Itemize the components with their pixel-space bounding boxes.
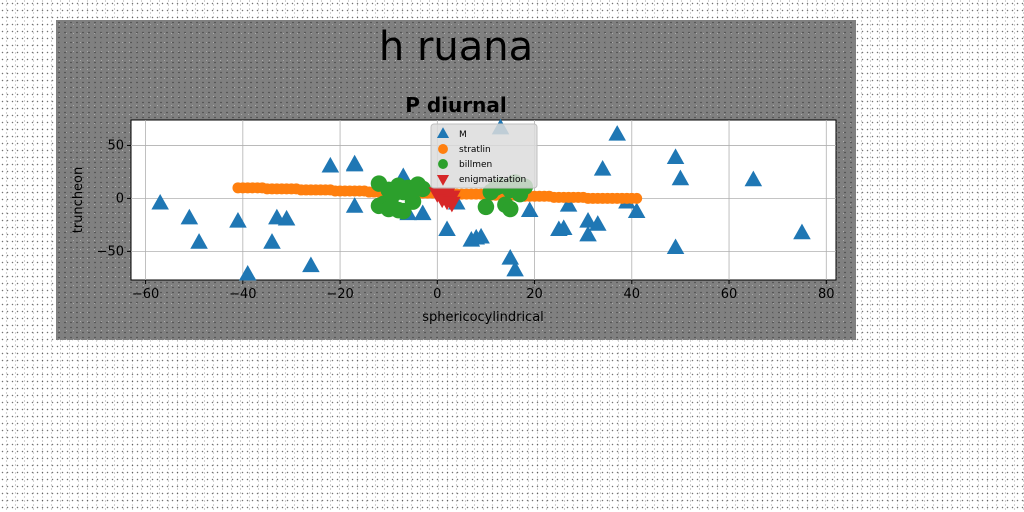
data-point — [666, 238, 685, 255]
legend-box — [430, 123, 538, 189]
data-point — [501, 249, 520, 265]
data-point — [627, 202, 646, 219]
data-point — [321, 156, 340, 173]
data-point — [345, 197, 364, 213]
data-point — [559, 196, 578, 212]
legend-label: stratlin — [459, 145, 491, 155]
x-tick-label: −20 — [326, 287, 353, 302]
axes-title: P diurnal — [405, 93, 506, 117]
data-point — [579, 211, 597, 228]
data-point — [180, 208, 199, 225]
data-point — [520, 201, 539, 217]
legend-label: billmen — [459, 160, 492, 170]
x-tick-label: 80 — [818, 287, 835, 302]
data-point — [671, 169, 690, 186]
legend-label: M — [459, 130, 467, 140]
data-point — [501, 200, 519, 218]
legend-marker — [438, 159, 448, 169]
data-point — [229, 211, 247, 228]
x-tick-label: 40 — [624, 287, 641, 302]
data-point — [414, 180, 431, 198]
y-tick-label: −50 — [97, 244, 124, 259]
legend-marker — [438, 144, 448, 154]
data-point — [593, 160, 612, 176]
y-tick-label: 50 — [107, 138, 124, 153]
x-tick-label: −40 — [229, 287, 256, 302]
data-point — [631, 192, 643, 204]
data-point — [554, 219, 573, 235]
series-3 — [428, 187, 461, 213]
data-point — [413, 204, 432, 221]
y-axis-label: truncheon — [71, 167, 86, 234]
legend-label: enigmatization — [459, 175, 526, 185]
data-point — [477, 198, 495, 216]
x-axis-label: sphericocylindrical — [422, 310, 544, 325]
data-point — [438, 220, 456, 237]
data-point — [277, 209, 296, 226]
series-0 — [151, 118, 811, 281]
data-point — [472, 227, 490, 244]
data-point — [302, 256, 320, 273]
data-point — [345, 155, 364, 172]
x-tick-label: 60 — [721, 287, 738, 302]
data-point — [263, 233, 281, 249]
data-marks — [151, 118, 811, 281]
x-tick-label: −60 — [132, 287, 159, 302]
legend-marker — [436, 127, 450, 139]
x-tick-label: 0 — [433, 287, 441, 302]
data-point — [793, 223, 811, 240]
data-point — [506, 260, 524, 277]
legend-marker — [436, 174, 450, 186]
figure-canvas: h ruana P diurnal −60 −40 −20 0 20 40 60 80 −50 0… — [56, 20, 856, 340]
data-point — [151, 193, 169, 210]
figure-suptitle: h ruana — [379, 24, 533, 70]
data-point — [443, 196, 461, 213]
data-point — [190, 233, 208, 249]
data-point — [238, 264, 257, 281]
data-point — [666, 148, 685, 164]
data-point — [588, 215, 607, 231]
axis-ticks: −60 −40 −20 0 20 40 60 80 −50 0 50 — [97, 138, 835, 302]
scatter-chart: h ruana P diurnal −60 −40 −20 0 20 40 60 80 −50 0… — [71, 24, 837, 325]
data-point — [744, 170, 763, 187]
y-tick-label: 0 — [116, 191, 124, 206]
data-point — [579, 225, 597, 242]
x-tick-label: 20 — [526, 287, 543, 302]
data-point — [608, 125, 626, 141]
